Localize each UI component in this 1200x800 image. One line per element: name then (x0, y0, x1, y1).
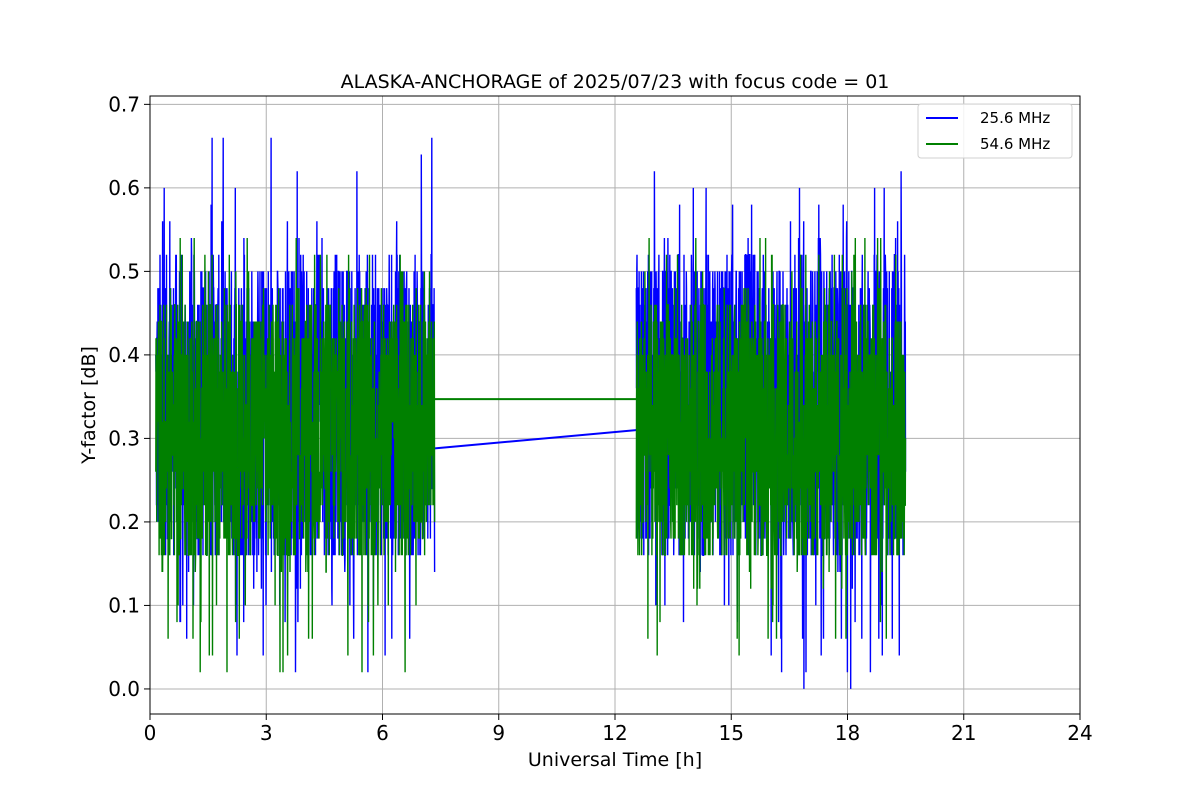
y-tick-label: 0.1 (108, 593, 140, 617)
x-tick-label: 12 (602, 721, 627, 745)
x-tick-label: 3 (260, 721, 273, 745)
chart-title: ALASKA-ANCHORAGE of 2025/07/23 with focu… (341, 71, 890, 93)
x-tick-label: 6 (376, 721, 389, 745)
y-tick-label: 0.7 (108, 92, 140, 116)
legend-label: 25.6 MHz (980, 109, 1050, 127)
y-tick-label: 0.2 (108, 510, 140, 534)
y-axis-label: Y-factor [dB] (78, 346, 100, 465)
y-tick-label: 0.6 (108, 176, 140, 200)
series-layer (155, 137, 907, 689)
series-gap-line (434, 429, 637, 450)
y-tick-label: 0.3 (108, 426, 140, 450)
legend: 25.6 MHz 54.6 MHz (917, 103, 1073, 159)
x-axis: 0 3 6 9 12 15 18 21 24 (144, 714, 1093, 745)
x-tick-label: 21 (951, 721, 976, 745)
legend-label: 54.6 MHz (980, 135, 1050, 153)
x-tick-label: 15 (719, 721, 744, 745)
x-tick-label: 24 (1067, 721, 1092, 745)
x-tick-label: 0 (144, 721, 157, 745)
series-line-segment (155, 237, 436, 673)
x-tick-label: 9 (492, 721, 505, 745)
series-1 (155, 237, 907, 673)
series-line-segment (635, 237, 907, 656)
x-tick-label: 18 (835, 721, 860, 745)
y-axis: 0.0 0.1 0.2 0.3 0.4 0.5 0.6 0.7 (108, 92, 150, 701)
y-tick-label: 0.5 (108, 259, 140, 283)
y-tick-label: 0.0 (108, 677, 140, 701)
y-tick-label: 0.4 (108, 343, 140, 367)
x-axis-label: Universal Time [h] (528, 749, 702, 771)
